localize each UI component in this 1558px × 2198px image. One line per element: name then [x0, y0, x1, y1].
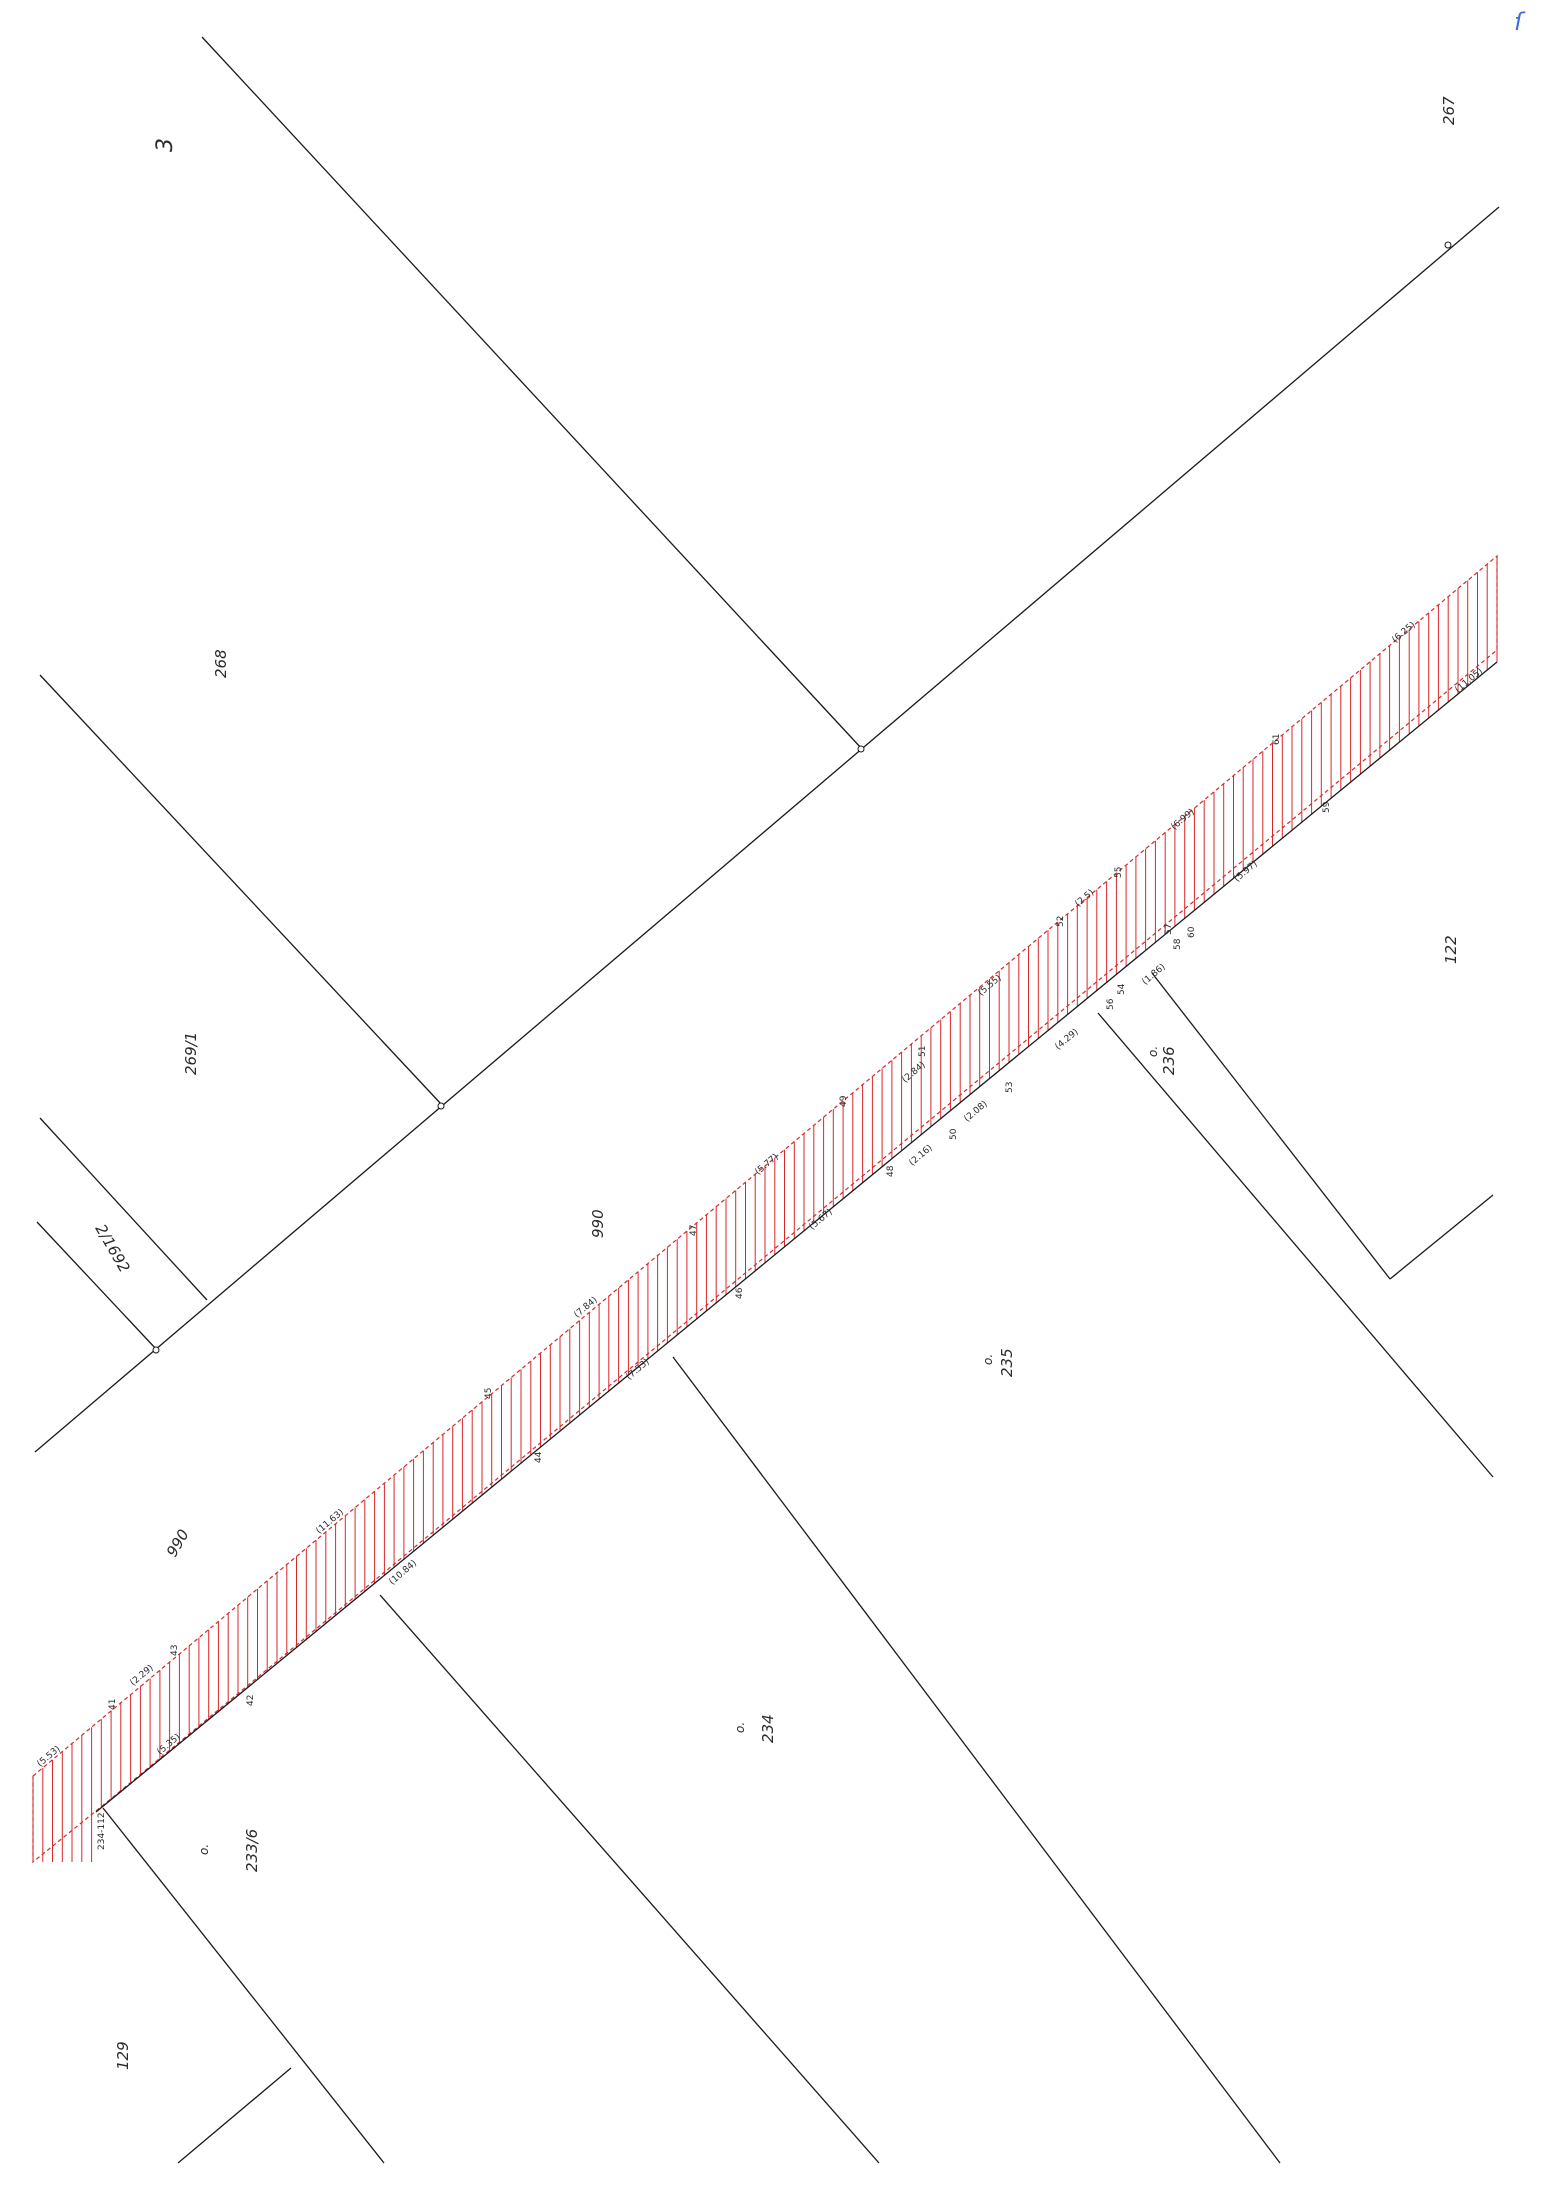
parcel-label-129: 129	[114, 2041, 132, 2070]
measurement-label: (5.53)	[36, 1744, 63, 1769]
parcel-line-233-6-west	[102, 1807, 385, 2164]
parcel-line-236-west	[1097, 1012, 1494, 1478]
strip-south-edge	[95, 661, 1498, 1813]
parcel-label-269-1: 269/1	[182, 1032, 200, 1075]
parcel-label-234: 234	[759, 1714, 777, 1743]
measurement-labels: (5.53) (2.29) (5.35) (11.63) (10.84) (7.…	[36, 620, 1486, 1769]
point-label: 61	[1272, 734, 1282, 745]
road-boundary-north	[34, 206, 1500, 1453]
point-label: 53	[1005, 1082, 1015, 1093]
parcel-label-268: 268	[212, 649, 230, 678]
parcel-label-236: 236	[1160, 1046, 1178, 1075]
measurement-label: (6.99)	[1170, 807, 1197, 832]
point-label: 41	[108, 1699, 118, 1710]
parcel-label-267: 267	[1440, 96, 1458, 125]
parcel-line-269-268	[39, 674, 443, 1106]
parcel-marker: o.	[981, 1354, 995, 1365]
point-labels: 234-112 41 42 43 44 45 46 47 48 49 50 51…	[97, 734, 1332, 1850]
point-label: 49	[839, 1095, 849, 1107]
point-label: 45	[484, 1388, 494, 1399]
parcel-label-990-b: 990	[163, 1526, 193, 1560]
point-label: 43	[170, 1645, 180, 1656]
measurement-label: (11.63)	[315, 1508, 347, 1537]
point-label: 48	[886, 1165, 896, 1177]
point-label: 42	[246, 1695, 256, 1706]
measurement-label: (2.5)	[1074, 888, 1097, 909]
parcel-label-990-a: 990	[589, 1209, 607, 1238]
parcel-line-236-east	[1151, 972, 1391, 1280]
parcel-marker: o.	[197, 1844, 211, 1855]
point-label: 47	[689, 1225, 699, 1236]
parcel-line-235-west	[672, 1356, 1281, 2164]
measurement-label: (4.29)	[1054, 1027, 1081, 1052]
point-label: 52	[1056, 916, 1066, 927]
point-label: 56	[1106, 998, 1116, 1010]
hatch-lines	[32, 556, 1498, 1862]
parcel-line-122-south	[1389, 1194, 1494, 1280]
parcel-line-2-1692-b	[36, 1221, 158, 1351]
sheet-number: 3	[153, 138, 178, 152]
parcel-labels: 267 268 269/1 2/1692 990 990 122 236 235…	[92, 96, 1460, 2070]
point-label: 51	[918, 1046, 928, 1057]
measurement-label: (2.16)	[908, 1143, 935, 1168]
blue-pen-mark: ſ	[1514, 8, 1526, 36]
point-label: 54	[1117, 983, 1127, 995]
parcel-marker: o.	[733, 1722, 747, 1733]
measurement-label: (2.84)	[901, 1060, 928, 1085]
point-label: 60	[1187, 926, 1197, 938]
measurement-label: (5.77)	[754, 1152, 781, 1177]
parcel-label-2-1692: 2/1692	[92, 1221, 134, 1276]
point-label: 234-112	[97, 1812, 107, 1850]
point-label: 46	[735, 1287, 745, 1299]
measurement-label: (1.86)	[1141, 962, 1168, 987]
point-label: 59	[1322, 801, 1332, 813]
survey-point	[857, 745, 865, 753]
measurement-label: (2.08)	[963, 1099, 990, 1124]
boundary-lines	[34, 36, 1500, 2164]
parcel-label-122: 122	[1442, 935, 1460, 964]
point-label: 50	[949, 1128, 959, 1140]
measurement-label: (10.84)	[388, 1559, 420, 1588]
parcel-label-233-6: 233/6	[243, 1829, 261, 1872]
measurement-label: (5.97)	[1233, 859, 1260, 884]
parcel-label-235: 235	[998, 1348, 1016, 1377]
parcel-line-268-east	[201, 36, 863, 750]
measurement-label: (6.25)	[1391, 620, 1418, 645]
point-label: 55	[1114, 867, 1124, 878]
point-label: 58	[1173, 938, 1183, 950]
survey-point	[437, 1102, 445, 1110]
parcel-markers: o. o. o. o.	[197, 1046, 1160, 1855]
point-label: 44	[534, 1451, 544, 1463]
parcel-marker: o.	[1146, 1046, 1160, 1057]
parcel-line-129-south	[177, 2067, 292, 2164]
survey-point	[152, 1346, 160, 1354]
parcel-line-234-west	[379, 1594, 880, 2164]
parcel-line-2-1692-a	[39, 1117, 208, 1301]
survey-points	[152, 241, 1452, 1354]
point-label: 57	[1164, 924, 1174, 935]
survey-point	[1444, 241, 1452, 249]
